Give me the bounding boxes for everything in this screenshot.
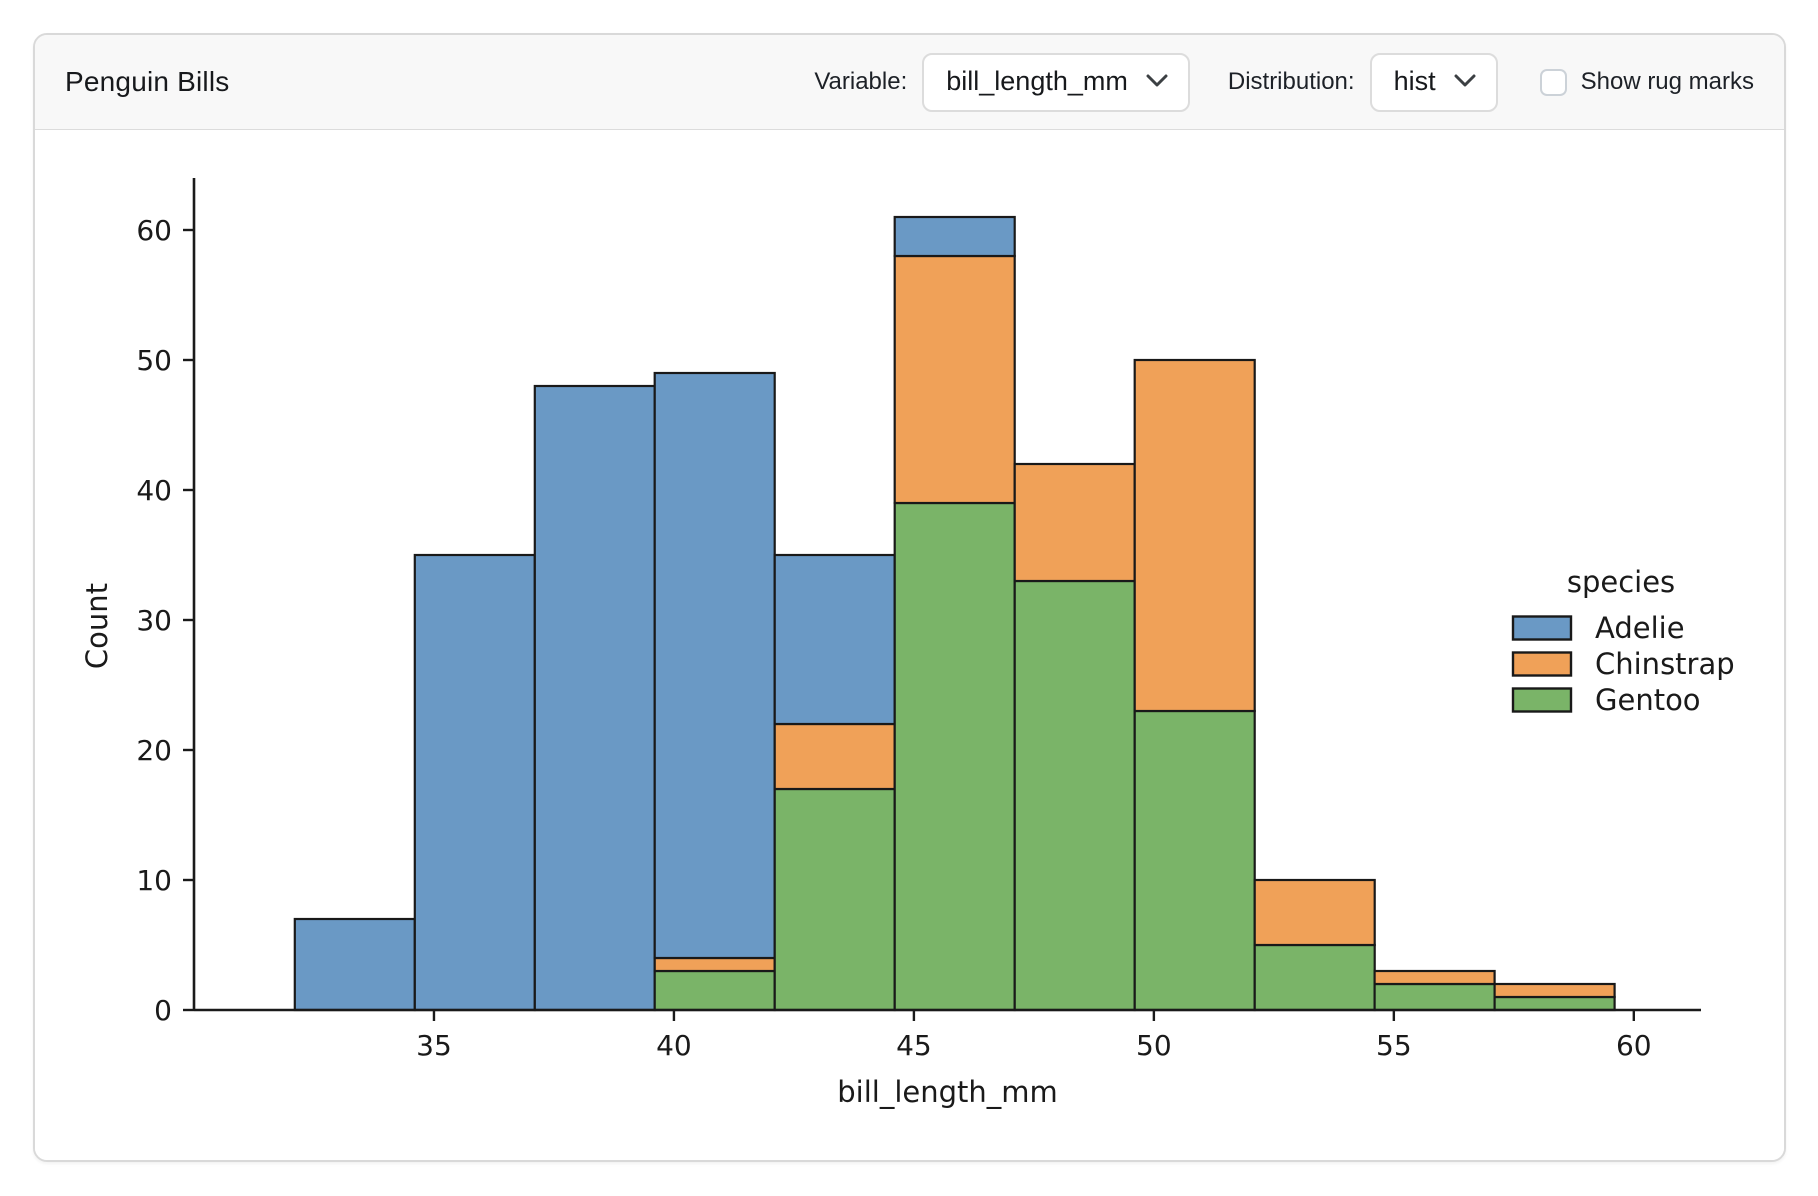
- bar-segment-adelie: [533, 384, 656, 1012]
- histogram-chart: 35 40 45 50 55 60 0 10 20 30 40 50 60 bill_length_mm C…: [80, 178, 1735, 1109]
- header-controls: Variable: bill_length_mm Distribution: h…: [814, 52, 1754, 112]
- y-tick-label: 20: [136, 734, 172, 767]
- rug-control: Show rug marks: [1539, 68, 1754, 96]
- rug-label: Show rug marks: [1580, 68, 1754, 95]
- bar-segment-chinstrap: [1013, 462, 1136, 583]
- bar-segment-adelie: [653, 371, 776, 960]
- x-axis-label: bill_length_mm: [837, 1075, 1058, 1109]
- bar-segment-gentoo: [653, 969, 776, 1012]
- y-tick-label: 0: [154, 994, 172, 1027]
- bar-segment-gentoo: [773, 787, 896, 1012]
- bar-segment-chinstrap: [1493, 982, 1616, 999]
- legend-swatch-gentoo: [1511, 687, 1573, 713]
- bar-segment-adelie: [293, 917, 416, 1012]
- legend-label-gentoo: Gentoo: [1595, 683, 1701, 717]
- y-tick-label: 60: [136, 214, 172, 247]
- bar-segment-gentoo: [1373, 982, 1496, 1012]
- legend-swatch-adelie: [1511, 615, 1573, 641]
- x-tick-label: 40: [656, 1029, 692, 1062]
- chevron-down-icon: [1146, 74, 1168, 87]
- app-card: Penguin Bills Variable: bill_length_mm D…: [33, 33, 1786, 1162]
- x-tick-label: 45: [896, 1029, 932, 1062]
- bar-segment-adelie: [413, 553, 536, 1012]
- card-body: 35 40 45 50 55 60 0 10 20 30 40 50 60 bill_length_mm C…: [35, 130, 1784, 1160]
- variable-select-value: bill_length_mm: [946, 65, 1128, 96]
- bar-segment-chinstrap: [893, 254, 1016, 505]
- bar-segment-chinstrap: [653, 956, 776, 973]
- y-tick-label: 10: [136, 864, 172, 897]
- rug-checkbox[interactable]: [1539, 68, 1567, 96]
- bar-segment-gentoo: [1253, 943, 1376, 1012]
- y-tick-label: 30: [136, 604, 172, 637]
- distribution-select-value: hist: [1393, 65, 1436, 96]
- bar-segment-adelie: [893, 215, 1016, 258]
- bar-segment-chinstrap: [1133, 358, 1256, 713]
- x-tick-label: 60: [1616, 1029, 1652, 1062]
- bar-segment-chinstrap: [1373, 969, 1496, 986]
- variable-label: Variable:: [814, 68, 908, 95]
- y-axis-label: Count: [80, 583, 114, 669]
- legend-swatch-chinstrap: [1511, 651, 1573, 677]
- bar-segment-gentoo: [1013, 579, 1136, 1012]
- x-tick-label: 35: [416, 1029, 452, 1062]
- distribution-select[interactable]: hist: [1369, 52, 1498, 112]
- y-tick-label: 40: [136, 474, 172, 507]
- bar-segment-gentoo: [1133, 709, 1256, 1012]
- bar-segment-adelie: [773, 553, 896, 726]
- legend-label-adelie: Adelie: [1595, 611, 1685, 645]
- y-tick-label: 50: [136, 344, 172, 377]
- bar-segment-chinstrap: [1253, 878, 1376, 947]
- variable-select[interactable]: bill_length_mm: [922, 52, 1190, 112]
- card-header: Penguin Bills Variable: bill_length_mm D…: [35, 35, 1784, 130]
- x-tick-label: 55: [1376, 1029, 1412, 1062]
- legend-label-chinstrap: Chinstrap: [1595, 647, 1735, 681]
- legend-title: species: [1567, 565, 1675, 599]
- chevron-down-icon: [1454, 74, 1476, 87]
- distribution-label: Distribution:: [1227, 68, 1355, 95]
- x-tick-label: 50: [1136, 1029, 1172, 1062]
- bar-segment-gentoo: [893, 501, 1016, 1012]
- page-title: Penguin Bills: [65, 66, 230, 97]
- bar-segment-gentoo: [1493, 995, 1616, 1012]
- bar-segment-chinstrap: [773, 722, 896, 791]
